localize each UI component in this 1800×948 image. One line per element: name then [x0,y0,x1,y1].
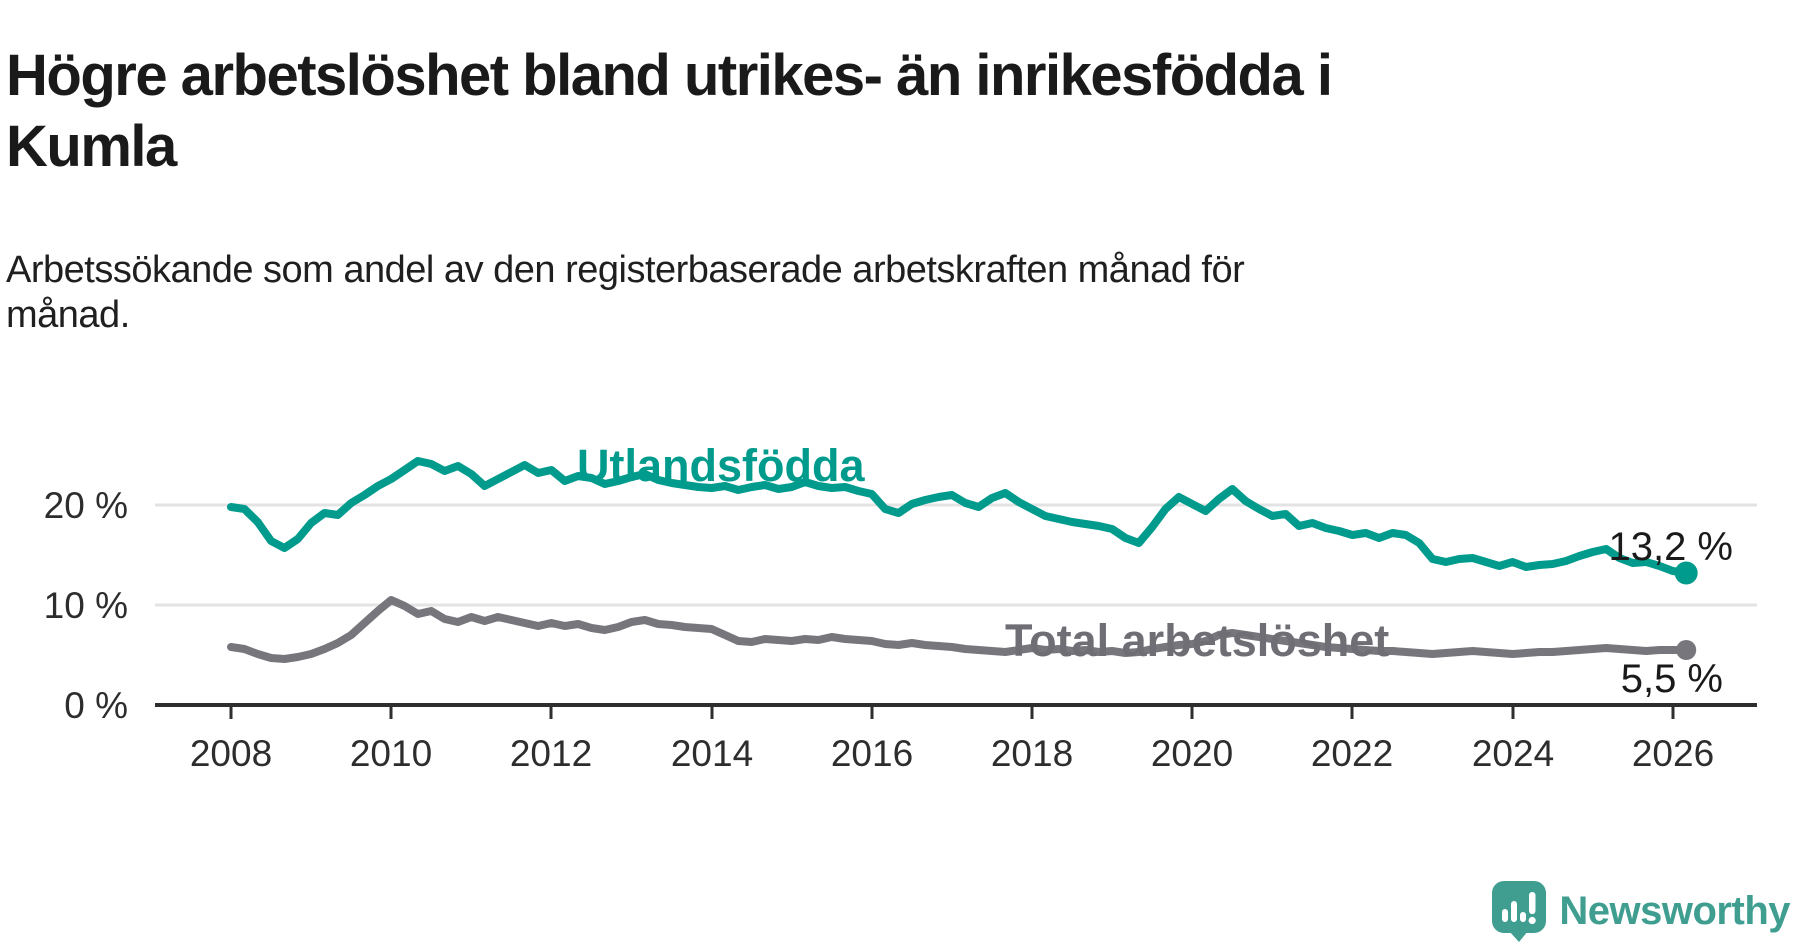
page-title: Högre arbetslöshet bland utrikes- än inr… [6,41,1506,183]
title-line-1: Högre arbetslöshet bland utrikes- än inr… [6,42,1333,108]
series-line-1 [227,457,1691,577]
subtitle-line-1: Arbetssökande som andel av den registerb… [6,249,1245,291]
y-tick-label: 0 % [64,685,128,726]
x-tick-label: 2010 [350,733,432,774]
series-label-1: Utlandsfödda [577,440,865,491]
y-tick-label: 20 % [44,485,128,526]
x-tick-label: 2026 [1632,733,1714,774]
y-tick-label: 10 % [44,585,128,626]
x-tick-label: 2018 [991,733,1073,774]
newsworthy-logo-text: Newsworthy [1559,888,1790,933]
x-tick-label: 2014 [671,733,753,774]
series-end-dot-1 [1674,561,1698,585]
end-value-label-total: 5,5 % [1621,657,1723,701]
newsworthy-logo-icon [1492,881,1547,942]
chart-subtitle: Arbetssökande som andel av den registerb… [6,248,1486,338]
x-tick-label: 2012 [510,733,592,774]
x-tick-label: 2008 [190,733,272,774]
title-line-2: Kumla [6,113,177,179]
end-value-label-utlandsfodda: 13,2 % [1608,525,1733,569]
x-tick-label: 2022 [1311,733,1393,774]
subtitle-line-2: månad. [6,293,130,336]
series-label-0: Total arbetslöshet [1005,615,1389,666]
x-tick-label: 2016 [831,733,913,774]
newsworthy-logo[interactable]: Newsworthy [1491,880,1790,942]
series-end-dot-0 [1676,640,1697,660]
series-line-0 [227,596,1691,663]
x-tick-label: 2020 [1151,733,1233,774]
x-tick-label: 2024 [1472,733,1554,774]
